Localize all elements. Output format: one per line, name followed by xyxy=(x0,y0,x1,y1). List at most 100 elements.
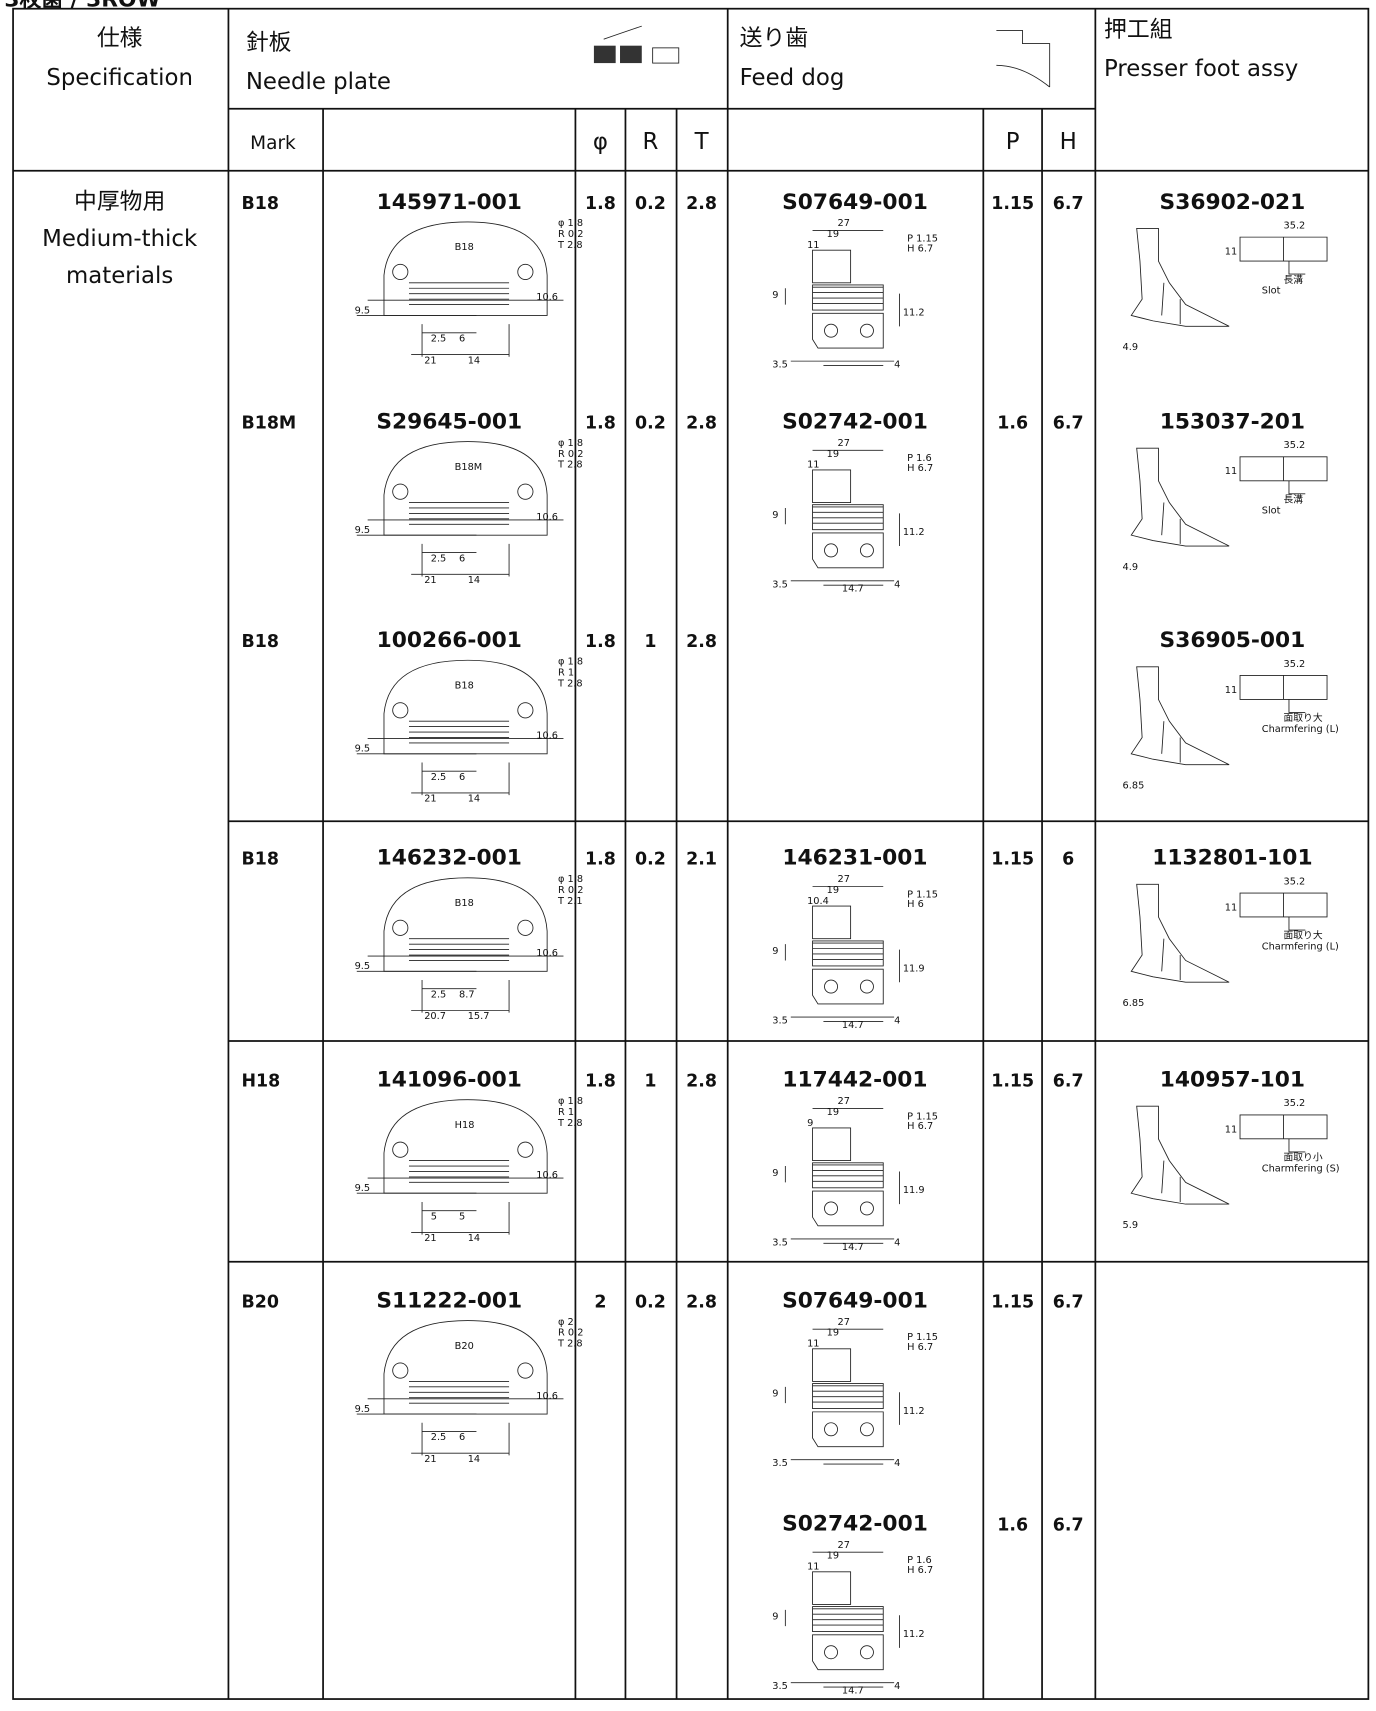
plate-dimension: 10.6 xyxy=(536,948,558,959)
feed-dimension: 9 xyxy=(772,1389,778,1400)
presser-dimension: 11 xyxy=(1225,466,1237,477)
plate-mark: B18 xyxy=(241,194,278,214)
feed-p: 1.15 xyxy=(991,194,1034,214)
plate-dimension: R 0.2 xyxy=(558,229,583,240)
header-h: H xyxy=(1060,129,1077,155)
plate-t: 2.8 xyxy=(686,1072,717,1092)
feed-dimension: 11 xyxy=(807,1562,819,1573)
feed-dimension: 27 xyxy=(838,874,850,885)
feed-dimension: 19 xyxy=(827,885,839,896)
plate-dimension: 21 xyxy=(424,355,436,366)
presser-dimension: 長溝 xyxy=(1284,493,1304,506)
plate-dimension: R 0.2 xyxy=(558,449,583,460)
header-feed-jp: 送り歯 xyxy=(740,26,808,52)
presser-dimension: 35.2 xyxy=(1284,659,1306,670)
feed-dimension: 11.9 xyxy=(903,1185,925,1196)
presser-foot-outline xyxy=(1130,666,1230,766)
header-t: T xyxy=(694,129,710,155)
plate-dimension: 9.5 xyxy=(355,744,371,755)
presser-dimension: Slot xyxy=(1262,505,1281,516)
feed-dimension: 19 xyxy=(827,1107,839,1118)
screw-hole xyxy=(824,543,838,558)
presser-dimension: 11 xyxy=(1225,902,1237,913)
presser-dimension: Slot xyxy=(1262,286,1281,297)
screw-hole xyxy=(824,1201,838,1216)
plate-dimension: T 2.8 xyxy=(557,240,583,251)
plate-dimension: 10.6 xyxy=(536,1170,558,1181)
feed-dimension: H 6.7 xyxy=(907,1121,933,1132)
plate-dimension: 21 xyxy=(424,575,436,586)
plate-part: 146232-001 xyxy=(377,846,522,871)
plate-dimension: B18 xyxy=(455,898,474,909)
plate-dimension: 20.7 xyxy=(424,1011,446,1022)
feed-dimension: 4 xyxy=(894,360,900,371)
plate-dimension: φ 1.8 xyxy=(558,874,583,885)
feed-p: 1.15 xyxy=(991,850,1034,870)
plate-outline xyxy=(383,1320,548,1415)
plate-dimension: 21 xyxy=(424,794,436,805)
feed-dog-outline xyxy=(812,1107,884,1227)
screw-hole xyxy=(859,1201,874,1216)
plate-dimension: φ 2 xyxy=(558,1317,574,1328)
presser-side-view xyxy=(1239,675,1328,713)
plate-dimension: 10.6 xyxy=(536,1391,558,1402)
feed-dimension: 14.7 xyxy=(842,584,864,595)
feed-dimension: H 6 xyxy=(907,899,924,910)
presser-part: 1132801-101 xyxy=(1152,846,1312,871)
feed-dimension: 27 xyxy=(838,218,850,229)
screw-hole xyxy=(824,979,838,994)
plate-phi: 1.8 xyxy=(585,414,616,434)
feed-dimension: 14.7 xyxy=(842,1242,864,1253)
screw-hole xyxy=(859,1645,874,1660)
feed-dimension: 4 xyxy=(894,579,900,590)
plate-t: 2.1 xyxy=(686,850,717,870)
header-presser-jp: 押工組 xyxy=(1104,17,1172,43)
plate-outline xyxy=(383,877,548,972)
plate-dimension: 21 xyxy=(424,1454,436,1465)
dimension-lines xyxy=(784,1386,900,1465)
plate-dimension: 14 xyxy=(468,1233,480,1244)
screw-hole xyxy=(517,263,534,280)
feed-dimension: 11 xyxy=(807,460,819,471)
feed-h: 6.7 xyxy=(1053,1515,1084,1535)
plate-t: 2.8 xyxy=(686,632,717,652)
plate-dimension: 9.5 xyxy=(355,1183,371,1194)
presser-side-view xyxy=(1239,1114,1328,1153)
plate-mark: B20 xyxy=(241,1292,278,1312)
table-grid xyxy=(12,7,1370,1700)
plate-mark: B18 xyxy=(241,632,278,652)
presser-dimension: Charmfering (S) xyxy=(1262,1163,1340,1174)
plate-phi: 1.8 xyxy=(585,1072,616,1092)
feed-dimension: 11.2 xyxy=(903,1406,925,1417)
presser-dimension: 11 xyxy=(1225,247,1237,258)
screw-hole xyxy=(392,1141,409,1158)
needle-plate-drawing: φ 1.8R 1T 2.8 B18 10.6 9.5 2.5 6 21 14 xyxy=(355,657,583,805)
dimension-lines xyxy=(784,1166,900,1244)
plate-dimension: 14 xyxy=(468,355,480,366)
feed-dimension: 3.5 xyxy=(772,579,788,590)
plate-dimension: B18 xyxy=(455,681,474,692)
plate-r: 0.2 xyxy=(635,850,666,870)
header-feed-en: Feed dog xyxy=(740,65,845,91)
screw-hole xyxy=(824,1422,838,1437)
presser-part: 140957-101 xyxy=(1160,1068,1305,1093)
plate-dimension: 6 xyxy=(459,553,465,564)
feed-dimension: 11 xyxy=(807,240,819,251)
feed-dog-outline xyxy=(812,449,884,569)
plate-dimension: T 2.8 xyxy=(557,678,583,689)
screw-hole xyxy=(517,1362,534,1379)
feed-dimension: H 6.7 xyxy=(907,1565,933,1576)
plate-dimension: 9.5 xyxy=(355,305,371,316)
presser-part: 153037-201 xyxy=(1160,410,1305,435)
spec-en: Medium-thick xyxy=(42,226,198,252)
plate-t: 2.8 xyxy=(686,414,717,434)
screw-hole xyxy=(859,1422,874,1437)
feed-dimension: 27 xyxy=(838,1317,850,1328)
plate-dimension: 10.6 xyxy=(536,292,558,303)
feed-dimension: 19 xyxy=(827,1551,839,1562)
